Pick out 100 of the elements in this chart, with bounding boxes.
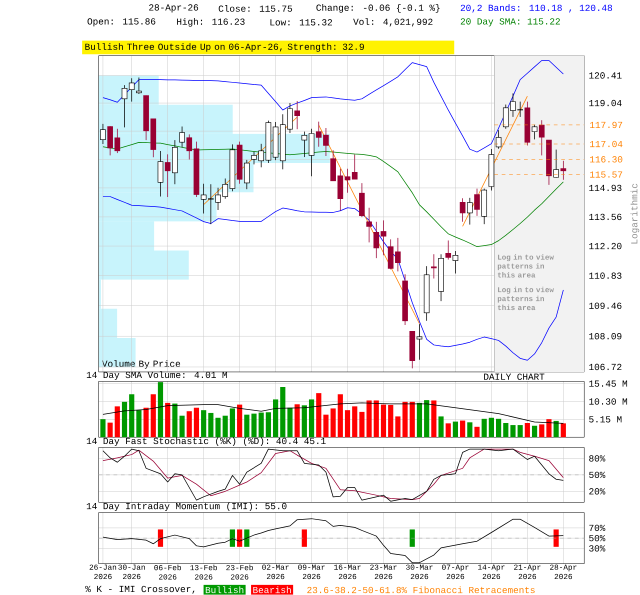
bar: [402, 402, 408, 438]
bar: [272, 399, 278, 438]
bar: [352, 406, 358, 438]
y-tick-label: 110.83: [589, 272, 622, 279]
bar: [446, 423, 451, 438]
candlestick: [538, 120, 545, 156]
bar: [532, 426, 538, 438]
y-axis-title: Logarithmic: [630, 184, 640, 244]
bar: [460, 420, 466, 438]
bar: [208, 412, 214, 438]
ref-line-label: 117.97: [590, 122, 622, 128]
candlestick: [496, 130, 502, 149]
bar: [294, 404, 300, 438]
bar: [201, 410, 206, 438]
bar: [237, 404, 242, 438]
candlestick: [294, 100, 300, 130]
chart-title: 14 Day Fast Stochastic (%K) (%D): 40.4 45.1: [86, 437, 326, 446]
bar: [144, 408, 149, 438]
bar: [510, 424, 516, 438]
bar: [316, 393, 322, 438]
y-tick-label: 120.41: [589, 72, 622, 78]
y-tick-label: 70%: [589, 524, 606, 531]
bar: [158, 382, 164, 438]
bar: [431, 400, 436, 438]
bar: [172, 403, 178, 438]
bar: [100, 419, 106, 438]
bar: [374, 400, 379, 438]
candlestick: [158, 150, 164, 197]
bar: [136, 410, 142, 438]
candlestick: [560, 160, 566, 180]
candlestick: [553, 149, 559, 178]
bar: [194, 408, 200, 438]
bar: [524, 422, 530, 438]
bar: [323, 414, 329, 438]
bar: [539, 424, 544, 438]
bar: [287, 408, 293, 438]
bar: [503, 422, 508, 438]
bar: [338, 394, 343, 438]
bar: [410, 402, 415, 438]
y-tick-label: 80%: [589, 455, 606, 462]
bar: [546, 419, 552, 438]
bar: [230, 408, 236, 438]
text: 20,2 Bands: 110.18 , 120.48: [460, 4, 612, 12]
text: Low: 115.32: [270, 18, 332, 26]
text: Change: -0.06 {-0.1 %}: [316, 4, 440, 13]
bar: [482, 418, 487, 438]
y-tick-label: 114.93: [589, 184, 622, 191]
candlestick: [466, 197, 473, 225]
y-tick-label: 106.72: [589, 364, 622, 370]
y-tick-label: 113.56: [589, 214, 622, 220]
bar: [560, 423, 566, 438]
candlestick: [164, 154, 170, 198]
bar: [150, 394, 156, 438]
y-tick-label: 50%: [589, 534, 606, 542]
bar: [302, 405, 307, 438]
legend-title: % K - IMI Crossover,: [85, 586, 194, 594]
bar: [416, 402, 422, 438]
ref-line-label: 115.57: [590, 171, 622, 178]
bar: [258, 412, 264, 438]
candlestick: [366, 207, 372, 243]
bar: [222, 416, 228, 438]
bar: [474, 426, 480, 438]
bar: [179, 416, 185, 438]
bar: [108, 422, 113, 438]
chart-title: 14 Day Intraday Momentum (IMI): 55.0: [86, 502, 286, 511]
candlestick: [416, 324, 422, 360]
bar: [251, 413, 257, 438]
text: 28-Apr-26: [149, 4, 198, 12]
y-tick-label: 109.46: [589, 302, 622, 309]
y-tick-label: 50%: [589, 472, 606, 478]
bar: [129, 394, 134, 438]
bar: [186, 411, 192, 438]
bar: [518, 424, 523, 438]
y-tick-label: 15.45 M: [589, 380, 628, 387]
chart-title: 14 Day SMA Volume: 4.01 M: [86, 371, 227, 380]
text: Bullish: [206, 586, 244, 594]
bar: [359, 412, 364, 438]
bar: [308, 399, 314, 438]
bar: [330, 408, 336, 438]
bar: [438, 416, 444, 438]
text: 23.6-38.2-50-61.8% Fibonacci Retracements: [307, 586, 535, 594]
y-tick-label: 20%: [589, 488, 606, 494]
bar: [380, 404, 386, 438]
y-tick-label: 108.09: [589, 332, 622, 340]
candlestick: [359, 182, 365, 218]
candlestick: [532, 124, 538, 140]
text: DAILY CHART: [484, 373, 544, 380]
ref-line-label: 116.30: [590, 156, 622, 162]
y-tick-label: 10.30 M: [589, 398, 628, 404]
y-tick-label: 5.15 M: [589, 416, 622, 422]
chart-title: Bullish Three Outside Up on 06-Apr-26, Strength: 32.9: [85, 42, 364, 52]
bar: [452, 421, 458, 438]
bar: [244, 414, 250, 438]
bar: [215, 418, 221, 438]
candlestick: [452, 250, 458, 274]
candlestick: [179, 126, 185, 148]
bar: [496, 418, 502, 438]
candlestick: [244, 159, 250, 190]
text: Vol: 4,021,992: [353, 18, 432, 26]
bar: [266, 412, 271, 438]
